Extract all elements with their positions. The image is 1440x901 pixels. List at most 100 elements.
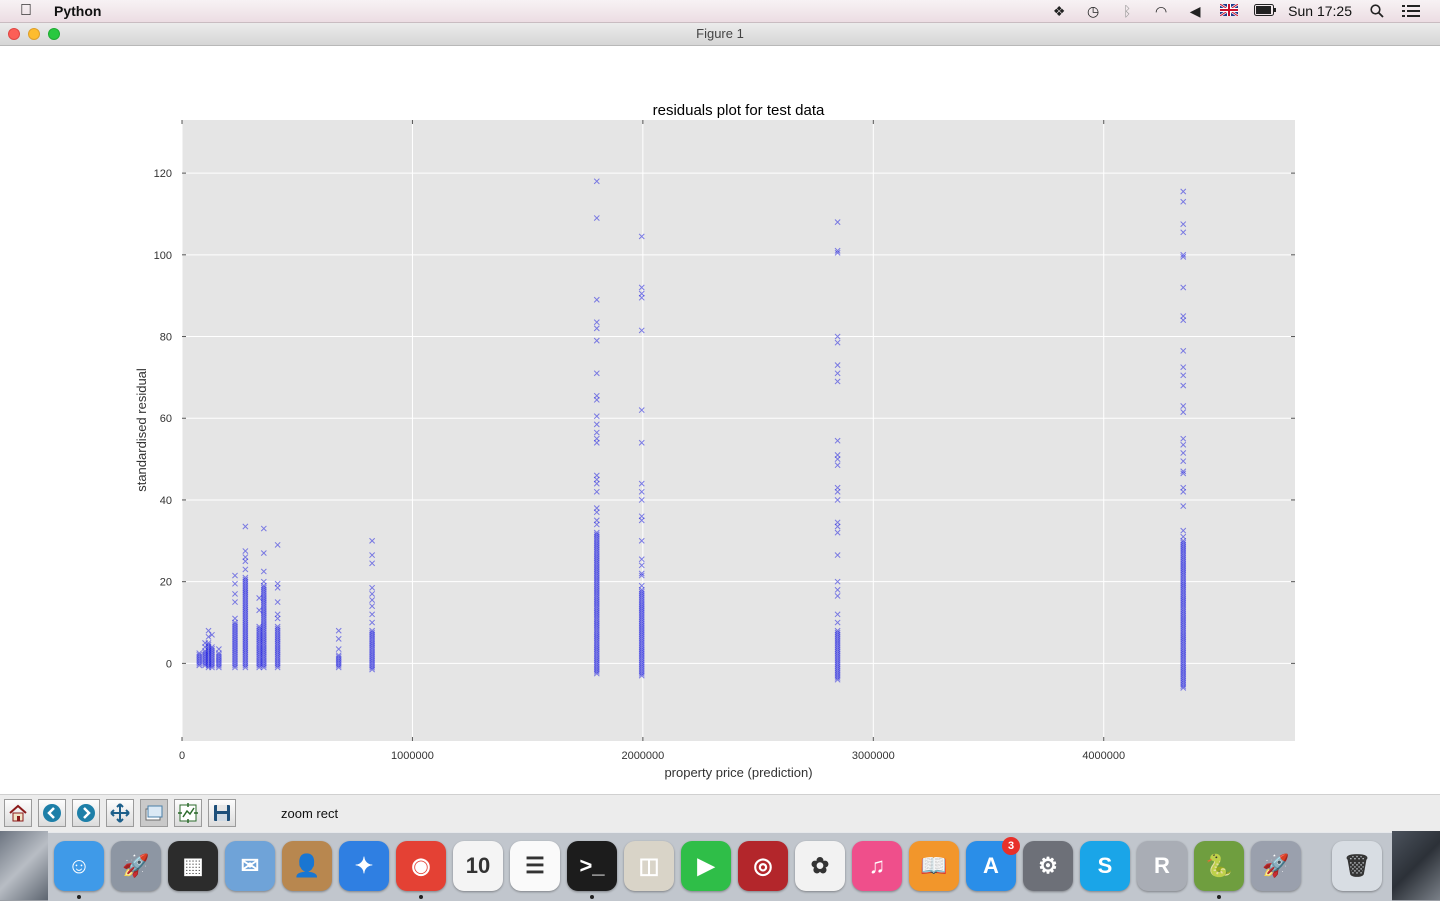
minimize-button[interactable] [28, 28, 40, 40]
system-preferences-icon[interactable]: ⚙ [1023, 841, 1073, 891]
data-point [369, 629, 376, 636]
mail-icon[interactable]: ✉ [225, 841, 275, 891]
photos-icon[interactable]: ✿ [795, 841, 845, 891]
data-point [260, 584, 267, 591]
data-point [196, 650, 203, 657]
mission-control-icon[interactable]: ▦ [168, 841, 218, 891]
home-button[interactable] [4, 799, 32, 827]
safari-icon[interactable]: ✦ [339, 841, 389, 891]
navigation-toolbar: zoom rect [0, 794, 1440, 832]
data-point [232, 580, 238, 587]
time-machine-icon[interactable]: ◷ [1087, 3, 1100, 19]
x-tick-label: 1000000 [391, 750, 434, 762]
data-point [834, 362, 841, 369]
save-button[interactable] [208, 799, 236, 827]
contacts-icon[interactable]: 👤 [282, 841, 332, 891]
idle-python-icon[interactable]: 🐍 [1194, 841, 1244, 891]
data-point [369, 619, 376, 626]
data-point [232, 599, 238, 606]
data-point [834, 452, 841, 458]
y-tick-label: 0 [166, 658, 172, 670]
data-point [1180, 484, 1187, 491]
data-point [260, 578, 267, 585]
zoom-button[interactable] [48, 28, 60, 40]
calendar-icon[interactable]: 10 [453, 841, 503, 891]
chrome-icon[interactable]: ◉ [396, 841, 446, 891]
data-point [274, 580, 281, 587]
data-point [369, 560, 376, 567]
menu-clock[interactable]: Sun 17:25 [1288, 3, 1352, 19]
reminders-icon[interactable]: ☰ [510, 841, 560, 891]
data-point [834, 586, 841, 593]
data-point [1180, 347, 1187, 354]
zoom-rect-button[interactable] [140, 799, 168, 827]
data-point [335, 652, 342, 659]
ibooks-icon[interactable]: 📖 [909, 841, 959, 891]
data-point [638, 497, 645, 503]
terminal-icon[interactable]: >_ [567, 841, 617, 891]
volume-icon[interactable]: ◀ [1189, 3, 1201, 19]
zoom-icon [145, 805, 163, 821]
apple-menu-icon[interactable]:  [20, 2, 36, 20]
battery-icon[interactable] [1254, 4, 1277, 18]
home-icon [9, 804, 27, 822]
desktop-wallpaper-right [1392, 831, 1440, 900]
status-menus: ❖ ◷ ᛒ ◠ ◀ Sun 17:25 [1050, 0, 1440, 22]
data-point [1180, 441, 1187, 448]
data-point [242, 548, 249, 554]
figure-window: Figure 1 0 1000000 2000000 3000000 4000000 0 2… [0, 23, 1440, 832]
data-point [593, 215, 600, 222]
data-point [1180, 450, 1187, 456]
launchpad-icon[interactable]: 🚀 [111, 841, 161, 891]
data-points [196, 178, 1187, 691]
data-point [638, 327, 645, 334]
data-point [593, 296, 600, 303]
data-point [1180, 403, 1187, 409]
r-icon[interactable]: R [1137, 841, 1187, 891]
photo-booth-icon[interactable]: ◎ [738, 841, 788, 891]
data-point [1180, 229, 1187, 236]
data-point [593, 392, 600, 399]
data-point [638, 290, 645, 297]
data-point [232, 590, 238, 597]
data-point [593, 337, 600, 344]
scatter-chart: 0 1000000 2000000 3000000 4000000 0 20 40 60 80 10… [134, 102, 1295, 780]
data-point [593, 435, 600, 442]
data-point [638, 233, 645, 240]
data-point [1180, 313, 1187, 320]
data-point [593, 325, 600, 332]
desktop-wallpaper-left [0, 831, 48, 900]
data-point [638, 572, 645, 579]
pan-button[interactable] [106, 799, 134, 827]
figure-canvas[interactable]: 0 1000000 2000000 3000000 4000000 0 20 40 60 80 10… [0, 46, 1440, 794]
data-point [1180, 435, 1187, 442]
finder-icon[interactable]: ☺ [54, 841, 104, 891]
forward-button[interactable] [72, 799, 100, 827]
data-point [638, 439, 645, 446]
close-button[interactable] [8, 28, 20, 40]
skype-icon[interactable]: S [1080, 841, 1130, 891]
data-point [834, 484, 841, 491]
notification-badge: 3 [1002, 837, 1020, 855]
y-tick-label: 80 [160, 332, 172, 344]
preview-icon[interactable]: ◫ [624, 841, 674, 891]
notification-center-icon[interactable] [1402, 4, 1420, 18]
menu-bar:  Python ❖ ◷ ᛒ ◠ ◀ Sun 17:25 [0, 0, 1440, 23]
spotlight-icon[interactable] [1368, 4, 1386, 18]
back-button[interactable] [38, 799, 66, 827]
subplots-button[interactable] [174, 799, 202, 827]
rocket-icon[interactable]: 🚀 [1251, 841, 1301, 891]
wifi-icon[interactable]: ◠ [1155, 3, 1168, 19]
grid-lines [181, 120, 1295, 741]
flag-uk-icon[interactable] [1219, 2, 1239, 18]
data-point [638, 488, 645, 495]
running-indicator [77, 895, 81, 899]
itunes-icon[interactable]: ♫ [852, 841, 902, 891]
bluetooth-icon[interactable]: ᛒ [1122, 3, 1132, 19]
facetime-icon[interactable]: ▶ [681, 841, 731, 891]
trash-icon[interactable]: 🗑 [1332, 841, 1382, 891]
toolbar-status: zoom rect [281, 806, 339, 821]
data-point [335, 627, 342, 634]
app-menu-name[interactable]: Python [54, 3, 102, 19]
dropbox-icon[interactable]: ❖ [1052, 3, 1066, 19]
